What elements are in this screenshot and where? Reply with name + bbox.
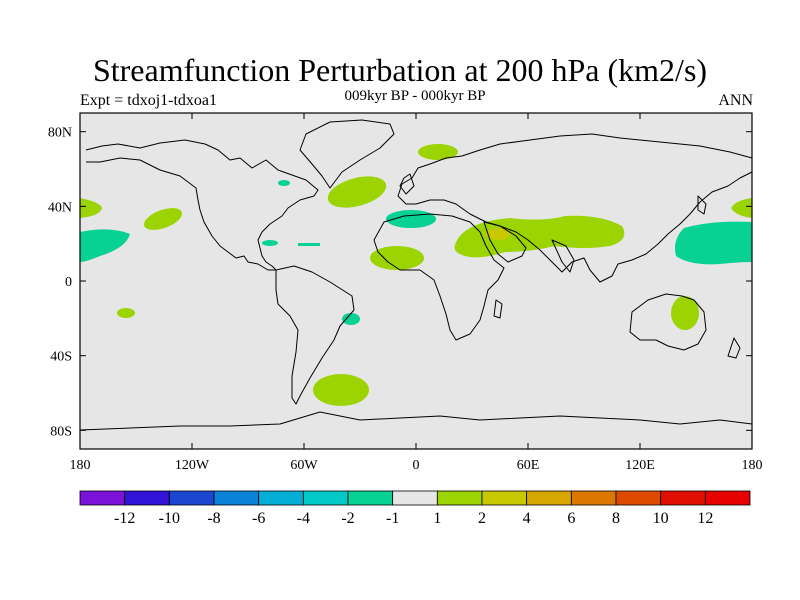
colorbar-label: 6 <box>567 510 575 527</box>
colorbar-swatch <box>168 490 215 506</box>
greenland-coastline <box>299 119 395 189</box>
newzealand-coastline <box>727 337 741 359</box>
colorbar-swatch <box>615 490 662 506</box>
lat-tick-label: 40N <box>48 200 72 215</box>
colorbar-swatch <box>436 490 483 506</box>
arabia-coastline <box>483 221 527 263</box>
anomaly-patch <box>370 246 424 270</box>
experiment-label: Expt = tdxoj1-tdxoa1 <box>80 92 218 109</box>
anomaly-patch <box>342 313 360 325</box>
latitude-axis: 80N 40N 0 40S 80S <box>48 126 752 439</box>
colorbar-label: -8 <box>207 510 220 527</box>
anomaly-patch <box>80 229 130 262</box>
madagascar-coastline <box>493 299 503 319</box>
africa-coastline <box>373 213 505 341</box>
colorbar-swatch <box>124 490 170 506</box>
colorbar-label: -10 <box>159 510 180 527</box>
anomaly-patch <box>675 221 752 265</box>
colorbar-label: 12 <box>697 510 713 527</box>
lat-tick-label: 80S <box>50 424 72 439</box>
colorbar-label: -2 <box>341 510 354 527</box>
colorbar-swatch <box>302 490 349 506</box>
colorbar-label: -12 <box>114 510 135 527</box>
north-america-coastline <box>85 139 319 271</box>
anomaly-patch <box>486 228 510 240</box>
colorbar-swatch <box>79 490 126 506</box>
colorbar-swatch <box>213 490 260 506</box>
anomaly-patch <box>454 215 625 258</box>
colorbar-label: -4 <box>297 510 310 527</box>
japan-coastline <box>697 195 707 215</box>
lon-tick-label: 180 <box>70 458 91 473</box>
colorbar-label: -6 <box>252 510 265 527</box>
south-america-coastline <box>275 265 355 405</box>
colorbar-swatch <box>704 490 751 506</box>
colorbar-label: 1 <box>433 510 441 527</box>
colorbar-swatch <box>570 490 617 506</box>
colorbar-label: 2 <box>478 510 486 527</box>
anomaly-patches <box>80 144 752 406</box>
anomaly-patch <box>671 296 699 330</box>
colorbar-swatch <box>526 490 572 506</box>
lon-tick-label: 120W <box>175 458 210 473</box>
colorbar-swatch <box>347 490 394 506</box>
colorbar-label: 4 <box>523 510 531 527</box>
anomaly-patch <box>298 243 320 246</box>
lon-tick-label: 180 <box>742 458 763 473</box>
anomaly-patch <box>313 374 369 406</box>
coastlines <box>79 119 753 431</box>
anomaly-patch <box>731 198 752 218</box>
colorbar-swatch <box>392 490 438 506</box>
anomaly-patch <box>262 240 278 246</box>
colorbar-label: 10 <box>653 510 669 527</box>
lon-tick-label: 60E <box>517 458 540 473</box>
chart-title: Streamfunction Perturbation at 200 hPa (… <box>92 52 708 88</box>
anomaly-patch <box>327 176 387 208</box>
map-background <box>80 113 752 449</box>
lat-tick-label: 40S <box>50 350 72 365</box>
india-coastline <box>551 239 575 273</box>
colorbar-swatch <box>481 490 528 506</box>
anomaly-patch <box>80 198 102 218</box>
lon-tick-label: 60W <box>290 458 318 473</box>
anomaly-patch <box>117 308 135 318</box>
antarctica-coastline <box>79 411 753 431</box>
lon-tick-label: 0 <box>413 458 420 473</box>
australia-coastline <box>629 293 707 351</box>
anomaly-patch <box>418 144 458 160</box>
season-label: ANN <box>718 92 753 109</box>
uk-coastline <box>399 173 415 195</box>
anomaly-patch <box>278 180 290 186</box>
colorbar-label: -1 <box>386 510 399 527</box>
time-range-label: 009kyr BP - 000kyr BP <box>344 88 486 104</box>
colorbar: -12 -10 -8 -6 -4 -2 -1 1 2 4 6 8 10 12 <box>79 490 751 527</box>
longitude-axis: 180 120W 60W 0 60E 120E 180 <box>70 113 763 473</box>
colorbar-swatch <box>660 490 706 506</box>
anomaly-patch <box>143 208 183 230</box>
lat-tick-label: 80N <box>48 126 72 141</box>
lon-tick-label: 120E <box>625 458 655 473</box>
lat-tick-label: 0 <box>65 275 72 290</box>
colorbar-swatch <box>258 490 304 506</box>
colorbar-label: 8 <box>612 510 620 527</box>
